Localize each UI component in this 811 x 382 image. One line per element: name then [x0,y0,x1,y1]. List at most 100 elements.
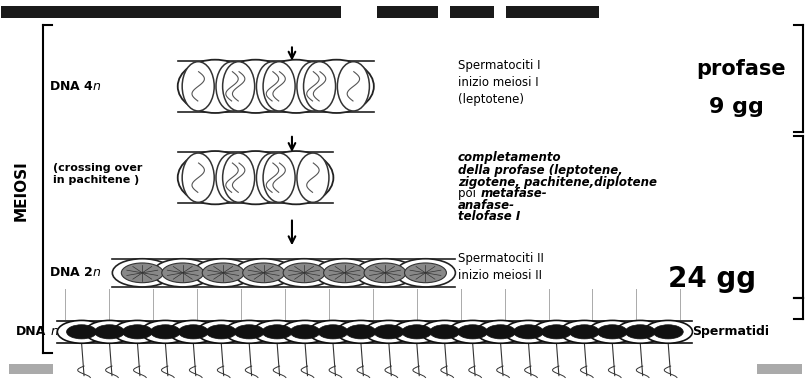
Circle shape [161,263,204,283]
Circle shape [404,263,446,283]
Ellipse shape [218,60,293,113]
Text: Spermatociti I
inizio meiosi I
(leptotene): Spermatociti I inizio meiosi I (leptoten… [457,59,539,106]
Text: DNA 2$n$: DNA 2$n$ [49,266,101,279]
Text: Spermatidi: Spermatidi [692,325,769,338]
Circle shape [152,259,212,287]
Text: telofase I: telofase I [457,210,519,223]
Ellipse shape [259,151,333,204]
Circle shape [318,325,348,339]
Ellipse shape [178,60,252,113]
Ellipse shape [263,62,294,111]
Bar [449,6,494,18]
Ellipse shape [216,62,247,111]
Circle shape [197,320,245,343]
Text: $n$: $n$ [49,325,58,338]
Bar [376,6,437,18]
Circle shape [531,320,580,343]
Circle shape [597,325,627,339]
Circle shape [290,325,320,339]
Circle shape [314,259,374,287]
Text: Spermatociti II
inizio meiosi II: Spermatociti II inizio meiosi II [457,252,543,282]
Ellipse shape [216,153,247,202]
Circle shape [363,263,406,283]
Text: completamento: completamento [457,151,560,164]
Circle shape [234,325,264,339]
Ellipse shape [303,62,335,111]
Circle shape [457,325,487,339]
Circle shape [560,320,608,343]
Ellipse shape [298,60,373,113]
Bar [1,6,340,18]
Text: profase: profase [696,59,785,79]
Circle shape [281,320,329,343]
Circle shape [504,320,552,343]
Circle shape [225,320,273,343]
Ellipse shape [178,151,252,204]
Circle shape [569,325,599,339]
Circle shape [401,325,431,339]
Ellipse shape [297,153,328,202]
Circle shape [616,320,663,343]
Circle shape [373,325,403,339]
Text: (crossing over
in pachitene ): (crossing over in pachitene ) [54,163,143,185]
Circle shape [420,320,469,343]
Circle shape [364,320,413,343]
Circle shape [395,259,455,287]
Circle shape [283,263,324,283]
Ellipse shape [182,62,214,111]
Circle shape [193,259,253,287]
Text: anafase-: anafase- [457,199,514,212]
Circle shape [112,259,172,287]
Circle shape [324,263,365,283]
Circle shape [485,325,515,339]
Circle shape [624,325,654,339]
Text: zigotene, pachitene,diplotene: zigotene, pachitene,diplotene [457,176,656,189]
Ellipse shape [182,153,214,202]
Circle shape [262,325,292,339]
Circle shape [476,320,524,343]
Ellipse shape [337,62,369,111]
Circle shape [85,320,134,343]
Circle shape [274,259,333,287]
Circle shape [252,320,301,343]
Circle shape [345,325,375,339]
Circle shape [541,325,571,339]
Ellipse shape [259,60,333,113]
Text: della profase (leptotene,: della profase (leptotene, [457,164,622,177]
Circle shape [121,263,163,283]
Bar [9,364,54,374]
Circle shape [643,320,692,343]
Text: DNA: DNA [16,325,46,338]
Circle shape [141,320,190,343]
Circle shape [429,325,459,339]
Circle shape [513,325,543,339]
Circle shape [242,263,284,283]
Ellipse shape [222,62,255,111]
Circle shape [67,325,97,339]
Text: 9 gg: 9 gg [708,97,762,117]
Circle shape [587,320,636,343]
Circle shape [234,259,294,287]
Circle shape [122,325,152,339]
Circle shape [178,325,208,339]
Circle shape [337,320,384,343]
Bar [757,364,800,374]
Circle shape [652,325,682,339]
Circle shape [448,320,496,343]
Circle shape [308,320,357,343]
Text: 24 gg: 24 gg [667,265,755,293]
Circle shape [392,320,440,343]
Ellipse shape [222,153,255,202]
Ellipse shape [297,62,328,111]
Text: metafase-: metafase- [480,187,547,200]
Circle shape [206,325,236,339]
Circle shape [202,263,244,283]
Ellipse shape [218,151,293,204]
Circle shape [94,325,124,339]
Circle shape [113,320,161,343]
Circle shape [58,320,105,343]
Text: MEIOSI: MEIOSI [14,160,28,222]
Bar [506,6,599,18]
Ellipse shape [256,62,288,111]
Circle shape [354,259,414,287]
